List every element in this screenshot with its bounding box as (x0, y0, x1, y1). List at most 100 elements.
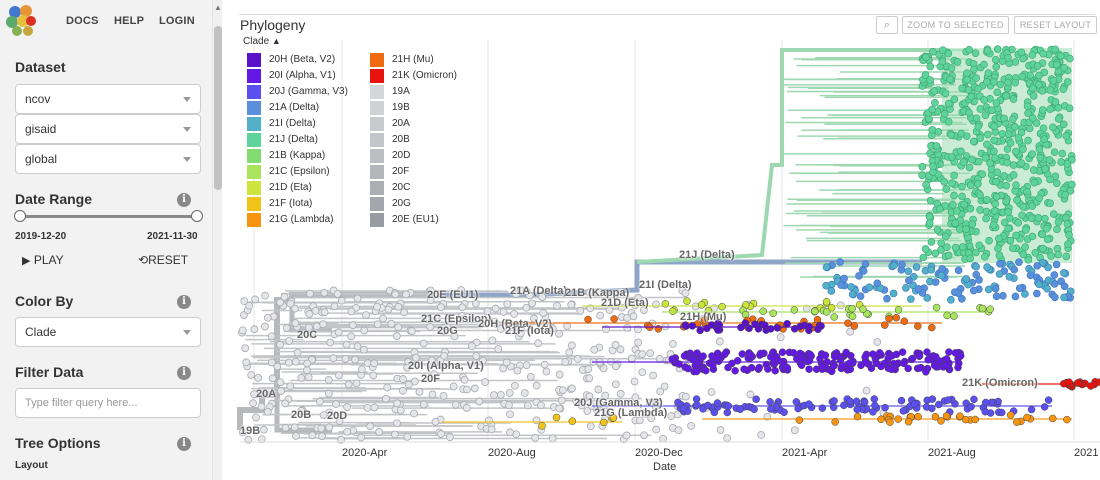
tip-node (1017, 159, 1026, 167)
tip-node (539, 309, 548, 317)
tip-node (702, 366, 710, 375)
tip-node (426, 286, 435, 295)
color-by-value: Clade (25, 325, 57, 339)
zoom-search-button[interactable]: ⌕ (876, 16, 898, 34)
tip-node (953, 207, 961, 215)
info-icon[interactable]: i (177, 437, 191, 451)
tip-node (1064, 240, 1072, 249)
tip-node (1023, 187, 1031, 196)
tip-node (894, 306, 903, 314)
tip-node (630, 377, 639, 386)
nav-help-link[interactable]: HELP (114, 15, 145, 27)
tip-node (326, 338, 335, 347)
date-range-end-handle[interactable] (191, 210, 203, 222)
info-icon[interactable]: i (177, 366, 191, 380)
date-range-start-handle[interactable] (14, 210, 26, 222)
tip-node (752, 395, 760, 403)
tip-node (627, 354, 636, 363)
phylogeny-tree[interactable] (222, 0, 1100, 480)
tip-node (944, 99, 953, 108)
tip-node (596, 288, 605, 297)
legend-label: 20C (392, 182, 411, 193)
tip-node (991, 154, 999, 162)
tip-node (716, 426, 725, 434)
tip-node (357, 365, 366, 374)
tip-node (359, 345, 368, 354)
tip-node (1060, 64, 1068, 72)
tip-node (950, 191, 958, 200)
tip-node (745, 324, 753, 333)
clade-label: 21G (Lambda) (594, 407, 668, 419)
color-by-select[interactable]: Clade (15, 317, 201, 347)
tip-node (430, 370, 438, 379)
tip-node (379, 314, 388, 323)
tip-node (1009, 171, 1018, 179)
tip-node (586, 422, 595, 431)
tip-node (958, 182, 966, 191)
tip-node (1047, 252, 1055, 260)
tip-node (740, 365, 748, 373)
tip-node (1023, 102, 1032, 111)
dataset-select-1[interactable]: ncov (15, 84, 201, 114)
legend-swatch (247, 165, 261, 179)
tip-node (492, 320, 501, 328)
tip-node (935, 400, 943, 409)
tip-node (914, 322, 922, 330)
tip-node (918, 163, 927, 171)
nextstrain-logo[interactable] (4, 3, 38, 37)
legend-toggle[interactable]: Clade ▲ (243, 36, 281, 47)
tip-node (991, 284, 1000, 293)
tip-node (718, 302, 726, 311)
tip-node (684, 364, 692, 373)
dataset-select-2[interactable]: gisaid (15, 114, 201, 144)
info-icon[interactable]: i (177, 295, 191, 309)
nav-docs-link[interactable]: DOCS (66, 15, 99, 27)
tip-node (790, 426, 799, 435)
tip-node (927, 266, 936, 274)
tip-node (1043, 235, 1052, 244)
play-button[interactable]: ▶ PLAY (22, 253, 64, 267)
tip-node (836, 258, 844, 266)
tip-node (337, 296, 346, 305)
tip-node (496, 325, 505, 333)
info-icon[interactable]: i (177, 193, 191, 207)
tip-node (764, 365, 772, 373)
tip-node (731, 367, 739, 375)
date-start-label: 2019-12-20 (15, 231, 67, 242)
reset-button[interactable]: ⟲RESET (138, 253, 188, 267)
tip-node (974, 84, 983, 93)
legend-label: 20I (Alpha, V1) (269, 70, 336, 81)
tip-node (922, 181, 930, 189)
tip-node (362, 311, 370, 320)
tip-node (982, 214, 990, 223)
tip-node (990, 78, 998, 86)
tip-node (771, 366, 779, 375)
tip-node (548, 324, 557, 333)
nav-login-link[interactable]: LOGIN (159, 15, 195, 27)
tip-node (778, 348, 787, 357)
tip-node (438, 326, 447, 335)
scrollbar-thumb[interactable] (214, 26, 222, 190)
tip-node (965, 46, 973, 54)
tip-node (273, 362, 282, 371)
tip-node (877, 362, 885, 371)
sidebar-scrollbar[interactable]: ▲ (212, 0, 222, 480)
tip-node (1004, 208, 1013, 216)
tip-node (528, 299, 537, 308)
tip-node (280, 292, 289, 301)
tip-node (293, 348, 302, 357)
tip-node (776, 333, 785, 342)
scroll-up-icon[interactable]: ▲ (214, 3, 222, 12)
date-range-slider-track[interactable] (20, 215, 197, 218)
legend-swatch (247, 69, 261, 83)
tip-node (634, 293, 643, 302)
zoom-to-selected-button[interactable]: ZOOM TO SELECTED (902, 16, 1009, 34)
tip-node (991, 200, 999, 208)
tip-node (773, 324, 782, 332)
tip-node (830, 352, 839, 361)
legend-swatch (247, 133, 261, 147)
tip-node (629, 312, 638, 321)
filter-input[interactable]: Type filter query here... (15, 388, 201, 418)
dataset-select-3[interactable]: global (15, 144, 201, 174)
reset-layout-button[interactable]: RESET LAYOUT (1014, 16, 1097, 34)
